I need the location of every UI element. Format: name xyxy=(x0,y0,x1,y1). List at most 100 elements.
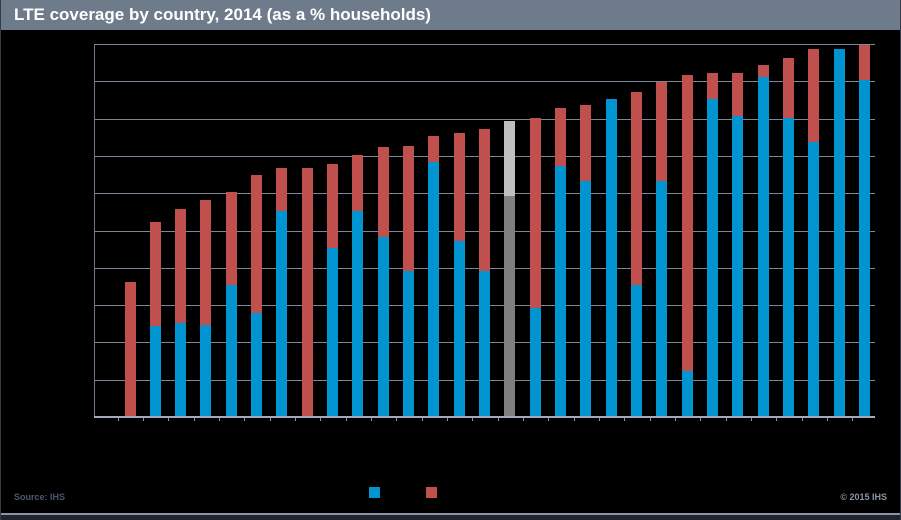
x-axis-line xyxy=(94,416,875,418)
bar xyxy=(149,222,161,416)
bar xyxy=(757,65,769,416)
bar-primary-segment xyxy=(200,324,212,416)
bar xyxy=(707,72,719,416)
bar xyxy=(352,154,364,416)
bar-primary-segment xyxy=(327,248,339,416)
bar-secondary-segment xyxy=(276,167,288,211)
bar-primary-segment xyxy=(276,210,288,416)
x-axis-tick xyxy=(219,417,221,421)
bar xyxy=(580,104,592,416)
bar-secondary-segment xyxy=(529,117,541,308)
bar-secondary-segment xyxy=(757,65,769,77)
bar xyxy=(808,48,820,416)
bar-primary-segment xyxy=(225,285,237,416)
bar xyxy=(529,117,541,416)
x-axis-tick xyxy=(421,417,423,421)
x-axis-tick xyxy=(598,417,600,421)
x-axis-tick xyxy=(117,417,119,421)
bar-primary-segment xyxy=(681,371,693,416)
bar xyxy=(859,44,871,416)
x-axis-tick xyxy=(573,417,575,421)
gridline xyxy=(95,81,875,83)
bar-primary-segment xyxy=(808,141,820,416)
bar xyxy=(276,167,288,416)
bar xyxy=(479,128,491,416)
bar xyxy=(732,72,744,416)
bar-secondary-segment xyxy=(453,132,465,241)
bar-primary-segment xyxy=(707,98,719,416)
bar-primary-segment xyxy=(453,240,465,416)
x-axis-tick xyxy=(320,417,322,421)
bar xyxy=(124,281,136,416)
bar-secondary-segment xyxy=(656,82,668,182)
bar xyxy=(175,209,187,416)
bar-secondary-segment xyxy=(352,154,364,211)
bar xyxy=(301,167,313,416)
bar xyxy=(605,98,617,416)
bar xyxy=(428,136,440,416)
bar-secondary-segment xyxy=(301,167,313,416)
bar-secondary-segment xyxy=(124,281,136,416)
bar xyxy=(327,164,339,416)
bar-primary-segment xyxy=(555,166,567,416)
bar-secondary-segment xyxy=(251,175,263,314)
bar xyxy=(783,57,795,416)
x-axis-tick xyxy=(801,417,803,421)
bar xyxy=(225,192,237,416)
x-axis-tick xyxy=(649,417,651,421)
x-axis-tick xyxy=(776,417,778,421)
bar xyxy=(251,175,263,416)
x-axis-tick xyxy=(345,417,347,421)
bar-secondary-segment xyxy=(327,164,339,249)
bar-primary-segment xyxy=(833,48,845,416)
bar-primary-segment xyxy=(783,117,795,416)
bar xyxy=(453,132,465,416)
bar-secondary-segment xyxy=(859,44,871,81)
x-axis-tick xyxy=(700,417,702,421)
bar-primary-segment xyxy=(656,181,668,416)
bar-primary-segment xyxy=(757,76,769,416)
bar-secondary-segment xyxy=(631,91,643,286)
bar xyxy=(681,74,693,416)
bar-primary-segment xyxy=(859,80,871,416)
bar-secondary-segment xyxy=(555,108,567,167)
bar-primary-segment xyxy=(631,285,643,416)
chart-title: LTE coverage by country, 2014 (as a % ho… xyxy=(14,5,431,24)
x-axis-tick xyxy=(396,417,398,421)
bottom-border xyxy=(1,513,900,515)
bar-primary-segment xyxy=(352,210,364,416)
x-axis-tick xyxy=(143,417,145,421)
bar-secondary-segment xyxy=(732,72,744,116)
x-axis-tick xyxy=(852,417,854,421)
x-axis-tick xyxy=(295,417,296,421)
x-axis-tick xyxy=(497,417,499,421)
copyright-text: © 2015 IHS xyxy=(840,492,887,502)
bar-secondary-segment xyxy=(225,192,237,286)
bar-secondary-segment xyxy=(783,57,795,118)
plot-area xyxy=(94,44,875,421)
title-bar: LTE coverage by country, 2014 (as a % ho… xyxy=(1,0,900,30)
x-axis-tick xyxy=(826,417,828,421)
legend-secondary-swatch xyxy=(426,487,437,498)
bar xyxy=(200,199,212,416)
bar-secondary-segment xyxy=(377,147,389,237)
x-axis-tick xyxy=(522,417,524,421)
bar xyxy=(403,145,415,416)
bar-secondary-segment xyxy=(200,199,212,325)
bar-secondary-segment xyxy=(504,121,516,196)
x-axis-tick xyxy=(244,417,246,421)
bar-primary-segment xyxy=(580,181,592,416)
bar-secondary-segment xyxy=(403,145,415,271)
bar-secondary-segment xyxy=(707,72,719,99)
source-text: Source: IHS xyxy=(14,492,66,502)
bar-primary-segment xyxy=(175,322,187,416)
x-axis-tick xyxy=(725,417,727,421)
bar-primary-segment xyxy=(251,313,263,416)
bar-primary-segment xyxy=(732,115,744,416)
bar xyxy=(631,91,643,416)
bar-average-highlight xyxy=(504,121,516,416)
bar-primary-segment xyxy=(479,270,491,416)
bar-secondary-segment xyxy=(808,48,820,142)
x-axis-tick xyxy=(750,417,752,421)
bar xyxy=(656,82,668,416)
